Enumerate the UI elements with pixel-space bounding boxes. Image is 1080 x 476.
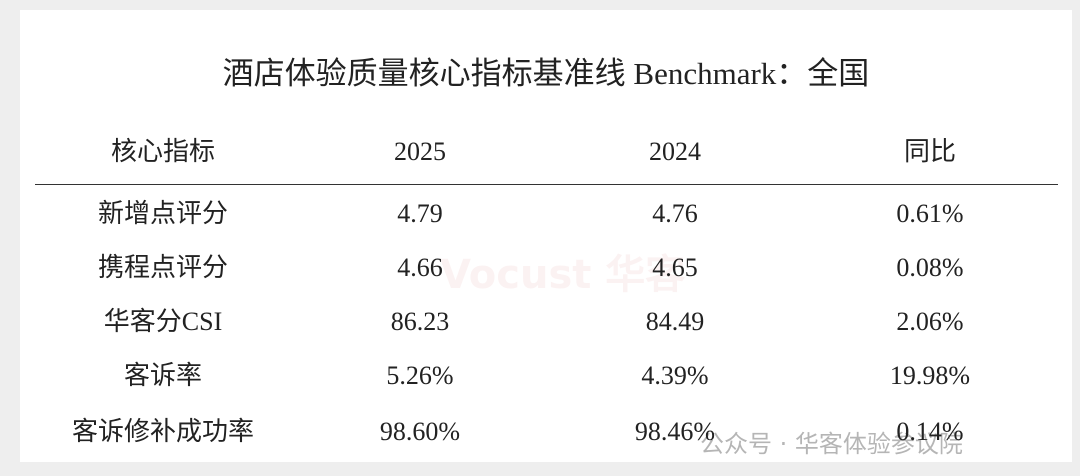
table-cell: 4.39% [641, 361, 709, 390]
header-rule [35, 184, 1058, 185]
watermark: Vocust 华客 [440, 252, 686, 298]
table-cell: 0.14% [896, 417, 964, 446]
header-cell: 2025 [394, 137, 446, 166]
table-cell: 客诉修补成功率 [71, 417, 254, 446]
watermark: 公众号 · 华客体验参议院 [700, 430, 963, 458]
table-cell: 98.60% [379, 417, 461, 446]
table-cell: 84.49 [645, 307, 705, 336]
table-cell: 2.06% [896, 307, 964, 336]
table-cell: 19.98% [889, 361, 971, 390]
table-title: 酒店体验质量核心指标基准线 Benchmark：全国 [222, 56, 870, 91]
table-cell: 携程点评分 [97, 253, 228, 282]
table-cell: 98.46% [634, 417, 716, 446]
table-card: 酒店体验质量核心指标基准线 Benchmark：全国 Vocust 华客 公众号… [20, 10, 1072, 462]
table-cell: 华客分CSI [103, 307, 223, 336]
table-cell: 4.79 [397, 199, 443, 228]
table-cell: 0.08% [896, 253, 964, 282]
table-cell: 新增点评分 [97, 199, 228, 228]
table-cell: 0.61% [896, 199, 964, 228]
table-cell: 4.76 [652, 199, 698, 228]
table-cell: 4.65 [652, 253, 698, 282]
table-cell: 5.26% [386, 361, 454, 390]
table-cell: 客诉率 [123, 361, 202, 390]
table-cell: 4.66 [397, 253, 443, 282]
header-cell: 2024 [649, 137, 701, 166]
header-cell: 同比 [903, 137, 956, 166]
table-cell: 86.23 [390, 307, 450, 336]
header-cell: 核心指标 [110, 137, 215, 166]
